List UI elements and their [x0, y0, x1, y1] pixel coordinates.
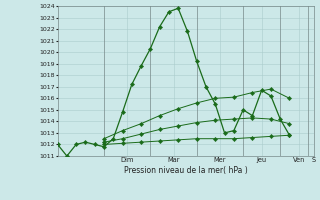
X-axis label: Pression niveau de la mer( hPa ): Pression niveau de la mer( hPa )	[124, 166, 247, 175]
